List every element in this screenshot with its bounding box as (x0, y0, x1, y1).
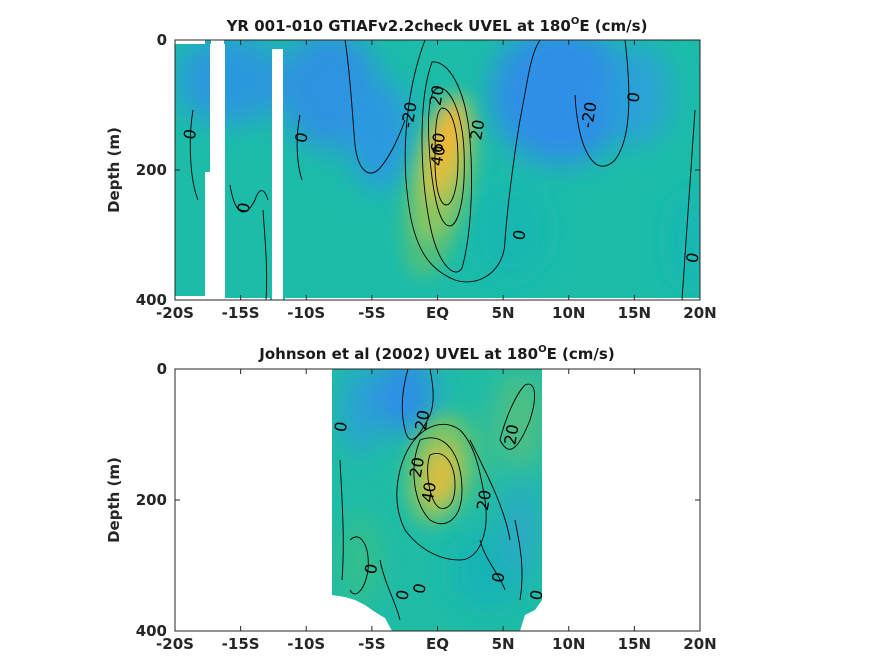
contour-label: 0 (623, 91, 643, 104)
contour-label: 40 (427, 144, 449, 167)
contour-label: 20 (466, 118, 488, 141)
contour-label: 0 (409, 582, 429, 595)
x-tick-label: EQ (426, 635, 449, 653)
panel-2-ylabel: Depth (m) (105, 457, 123, 543)
contour-label: 20 (500, 423, 522, 446)
y-tick-label: 400 (136, 622, 167, 640)
panel-1-contours (189, 40, 696, 300)
contour-label: 0 (234, 201, 254, 214)
x-tick-label: -15S (222, 304, 260, 322)
contour-label: 0 (509, 228, 529, 241)
contour-label: 0 (526, 588, 546, 601)
x-tick-label: 15N (618, 304, 651, 322)
contour-label: 20 (406, 456, 428, 479)
contour-label: 20 (473, 488, 495, 511)
panel-1: YR 001-010 GTIAFv2.2check UVEL at 180OE … (105, 16, 717, 322)
contour-label: 20 (426, 84, 448, 107)
panel-1-heatmap (175, 40, 700, 300)
x-tick-label: -15S (222, 635, 260, 653)
x-tick-label: -20S (156, 635, 194, 653)
y-tick-label: 400 (136, 291, 167, 309)
contour-label: 0 (180, 128, 200, 141)
contour-label: 20 (411, 409, 433, 432)
panel-1-ylabel: Depth (m) (105, 127, 123, 213)
x-tick-label: 20N (683, 635, 716, 653)
contour-label: 0 (361, 562, 381, 575)
contour-label: 40 (418, 481, 440, 504)
x-tick-label: 5N (492, 635, 515, 653)
x-tick-label: EQ (426, 304, 449, 322)
y-tick-label: 0 (157, 360, 167, 378)
x-tick-label: 10N (552, 635, 585, 653)
contour-label: 0 (488, 571, 508, 584)
y-tick-label: 0 (157, 31, 167, 49)
panel-2-contours (339, 369, 536, 621)
x-tick-label: 20N (683, 304, 716, 322)
x-tick-label: 5N (492, 304, 515, 322)
y-tick-label: 200 (136, 161, 167, 179)
y-tick-label: 200 (136, 491, 167, 509)
x-tick-label: -5S (358, 635, 385, 653)
panel-2-x-axis: -20S -15S -10S -5S EQ 5N 10N 15N 20N (156, 369, 717, 653)
panel-1-title: YR 001-010 GTIAFv2.2check UVEL at 180OE … (226, 16, 648, 35)
panel-1-x-axis: -20S -15S -10S -5S EQ 5N 10N 15N 20N (156, 40, 717, 322)
contour-label: -20 (397, 100, 420, 129)
x-tick-label: 10N (552, 304, 585, 322)
panel-2-title: Johnson et al (2002) UVEL at 180OE (cm/s… (258, 344, 614, 363)
x-tick-label: -10S (287, 635, 325, 653)
contour-label: 0 (682, 251, 702, 264)
x-tick-label: 15N (618, 635, 651, 653)
contour-label: 0 (291, 131, 311, 144)
contour-label: 0 (392, 588, 412, 601)
contour-label: 60 (427, 131, 449, 154)
contour-label: -20 (577, 100, 600, 129)
contour-label: 0 (331, 420, 351, 433)
x-tick-label: -20S (156, 304, 194, 322)
x-tick-label: -10S (287, 304, 325, 322)
panel-2: Johnson et al (2002) UVEL at 180OE (cm/s… (105, 344, 717, 653)
x-tick-label: -5S (358, 304, 385, 322)
